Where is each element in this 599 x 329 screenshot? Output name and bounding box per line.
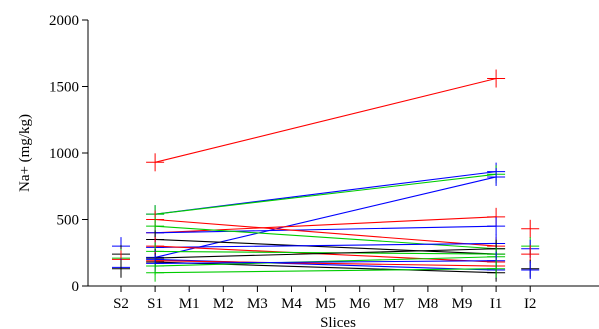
series-line bbox=[155, 242, 497, 248]
x-tick-label: I2 bbox=[524, 296, 537, 312]
series-line bbox=[154, 77, 497, 163]
y-tick-label: 500 bbox=[57, 213, 80, 229]
x-tick-label: M7 bbox=[383, 296, 404, 312]
series-line bbox=[155, 216, 497, 234]
x-tick-label: M1 bbox=[179, 296, 200, 312]
series-line bbox=[155, 248, 497, 259]
x-tick-label: I1 bbox=[490, 296, 503, 312]
x-tick-label: M5 bbox=[315, 296, 336, 312]
y-axis: 0 500 1000 1500 2000 bbox=[49, 13, 89, 295]
x-tick-label: M8 bbox=[417, 296, 438, 312]
series-line bbox=[155, 260, 497, 267]
x-tick-label: M6 bbox=[349, 296, 370, 312]
series-line bbox=[155, 238, 497, 255]
x-tick-label: M9 bbox=[452, 296, 473, 312]
x-tick-label: S2 bbox=[113, 296, 129, 312]
series-line bbox=[154, 176, 497, 258]
series-line bbox=[155, 261, 497, 274]
x-axis: S2 S1 M1 M2 M3 M4 M5 M6 M7 M8 M9 I1 I2 bbox=[88, 285, 599, 312]
x-tick-label: M4 bbox=[281, 296, 302, 312]
data-layer bbox=[112, 69, 540, 282]
y-tick-label: 1500 bbox=[49, 80, 79, 96]
y-axis-label: Na+ (mg/kg) bbox=[17, 114, 33, 192]
series-line bbox=[155, 173, 497, 215]
series-line bbox=[155, 260, 497, 264]
series-line bbox=[155, 256, 497, 267]
x-tick-label: S1 bbox=[147, 296, 163, 312]
y-tick-label: 0 bbox=[72, 279, 80, 295]
y-tick-label: 1000 bbox=[49, 146, 79, 162]
x-tick-label: M2 bbox=[213, 296, 234, 312]
series-line bbox=[155, 245, 497, 263]
series-line bbox=[155, 225, 497, 250]
x-axis-label: Slices bbox=[320, 315, 356, 329]
series-line bbox=[155, 225, 497, 234]
series-line bbox=[155, 250, 497, 255]
x-tick-label: M3 bbox=[247, 296, 268, 312]
series-line bbox=[155, 218, 497, 247]
series-line bbox=[155, 268, 497, 274]
y-tick-label: 2000 bbox=[49, 13, 79, 29]
